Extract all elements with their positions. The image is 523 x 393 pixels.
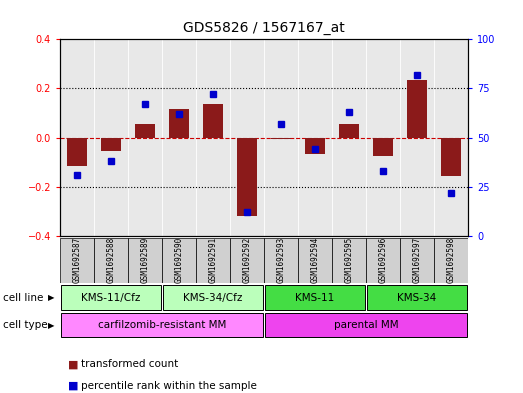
Text: KMS-34: KMS-34 (397, 292, 437, 303)
Text: ▶: ▶ (48, 321, 54, 330)
Text: carfilzomib-resistant MM: carfilzomib-resistant MM (98, 320, 226, 331)
Title: GDS5826 / 1567167_at: GDS5826 / 1567167_at (183, 22, 345, 35)
Text: GSM1692594: GSM1692594 (311, 236, 320, 283)
FancyBboxPatch shape (265, 285, 366, 310)
FancyBboxPatch shape (265, 313, 468, 338)
Text: ▶: ▶ (48, 293, 54, 302)
FancyBboxPatch shape (128, 238, 162, 283)
FancyBboxPatch shape (196, 238, 230, 283)
FancyBboxPatch shape (162, 238, 196, 283)
FancyBboxPatch shape (400, 238, 434, 283)
FancyBboxPatch shape (264, 238, 298, 283)
FancyBboxPatch shape (434, 238, 468, 283)
Text: GSM1692595: GSM1692595 (345, 236, 354, 283)
FancyBboxPatch shape (230, 238, 264, 283)
Bar (441, 138, 461, 176)
Bar (67, 138, 87, 166)
Text: GSM1692592: GSM1692592 (243, 236, 252, 283)
Bar (373, 138, 393, 156)
Text: cell type: cell type (3, 320, 47, 331)
FancyBboxPatch shape (60, 238, 94, 283)
Text: GSM1692593: GSM1692593 (277, 236, 286, 283)
Bar (169, 109, 189, 138)
Text: GSM1692587: GSM1692587 (73, 236, 82, 283)
Text: GSM1692588: GSM1692588 (107, 236, 116, 283)
Text: GSM1692597: GSM1692597 (413, 236, 422, 283)
Bar (339, 124, 359, 138)
Text: GSM1692589: GSM1692589 (141, 236, 150, 283)
Text: GSM1692590: GSM1692590 (175, 236, 184, 283)
Text: GSM1692591: GSM1692591 (209, 236, 218, 283)
Text: ■: ■ (68, 381, 78, 391)
Text: cell line: cell line (3, 292, 43, 303)
FancyBboxPatch shape (61, 285, 162, 310)
FancyBboxPatch shape (94, 238, 128, 283)
FancyBboxPatch shape (61, 313, 264, 338)
Text: KMS-11/Cfz: KMS-11/Cfz (82, 292, 141, 303)
FancyBboxPatch shape (332, 238, 366, 283)
Text: ■: ■ (68, 359, 78, 369)
Text: GSM1692596: GSM1692596 (379, 236, 388, 283)
FancyBboxPatch shape (298, 238, 332, 283)
Bar (237, 138, 257, 216)
FancyBboxPatch shape (366, 238, 400, 283)
Text: KMS-11: KMS-11 (295, 292, 335, 303)
Bar (271, 138, 291, 139)
Bar (101, 138, 121, 151)
Text: parental MM: parental MM (334, 320, 399, 331)
Text: percentile rank within the sample: percentile rank within the sample (81, 381, 257, 391)
FancyBboxPatch shape (367, 285, 468, 310)
Text: GSM1692598: GSM1692598 (447, 236, 456, 283)
Text: KMS-34/Cfz: KMS-34/Cfz (184, 292, 243, 303)
Bar (135, 124, 155, 138)
Bar (407, 80, 427, 138)
Bar (203, 105, 223, 138)
Text: transformed count: transformed count (81, 359, 178, 369)
FancyBboxPatch shape (163, 285, 264, 310)
Bar (305, 138, 325, 154)
